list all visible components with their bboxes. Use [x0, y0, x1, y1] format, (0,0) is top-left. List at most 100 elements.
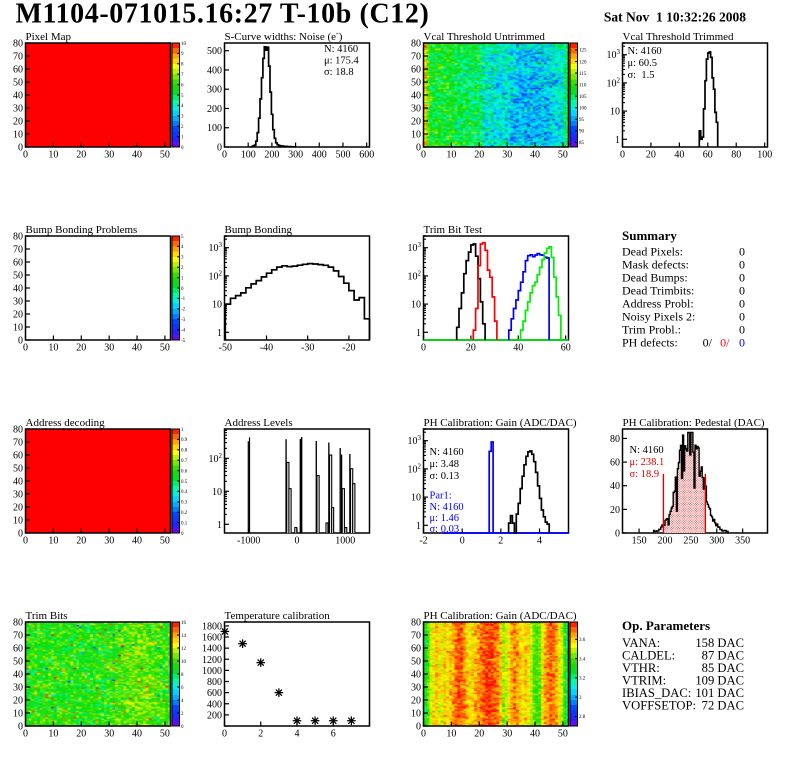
svg-text:0: 0: [18, 143, 23, 154]
svg-text:20: 20: [411, 117, 421, 128]
svg-text:Dead Bumps:: Dead Bumps:: [622, 271, 688, 285]
svg-text:80: 80: [610, 434, 620, 445]
svg-text:70: 70: [13, 438, 23, 449]
svg-text:120: 120: [579, 60, 587, 65]
svg-text:1000: 1000: [202, 666, 222, 677]
svg-text:Mask defects:: Mask defects:: [622, 258, 689, 272]
svg-text:3.2: 3.2: [579, 677, 586, 682]
svg-text:Trim Probl.:: Trim Probl.:: [622, 323, 681, 337]
svg-text:80: 80: [13, 39, 23, 50]
svg-text:50: 50: [411, 657, 421, 668]
svg-text:1: 1: [181, 428, 184, 433]
svg-text:0: 0: [23, 536, 28, 547]
svg-text:50: 50: [558, 150, 568, 161]
svg-text:0: 0: [23, 343, 28, 354]
svg-text:103: 103: [607, 48, 621, 61]
svg-text:-20: -20: [342, 343, 355, 354]
svg-text:0: 0: [181, 725, 184, 730]
svg-text:60: 60: [610, 458, 620, 469]
svg-text:1600: 1600: [202, 633, 222, 644]
svg-text:10: 10: [48, 729, 58, 740]
svg-text:1: 1: [615, 135, 620, 146]
svg-text:0: 0: [739, 271, 745, 285]
svg-text:PH defects:: PH defects:: [622, 336, 678, 350]
svg-text:16: 16: [181, 621, 187, 626]
svg-text:-1: -1: [181, 297, 186, 302]
svg-text:100: 100: [579, 107, 587, 112]
svg-text:0/: 0/: [720, 336, 730, 350]
svg-text:2: 2: [181, 266, 184, 271]
svg-text:Address Levels: Address Levels: [225, 417, 293, 429]
svg-text:10: 10: [13, 709, 23, 720]
svg-text:10: 10: [411, 300, 421, 311]
svg-text:2.8: 2.8: [579, 715, 586, 720]
svg-text:0.1: 0.1: [181, 521, 188, 526]
svg-text:0: 0: [421, 729, 426, 740]
svg-text:100: 100: [207, 123, 222, 134]
svg-text:σ: 0.03: σ: 0.03: [430, 524, 460, 535]
svg-text:0: 0: [739, 310, 745, 324]
svg-text:-4: -4: [181, 328, 186, 333]
svg-text:N: 4160: N: 4160: [430, 502, 464, 513]
svg-text:0: 0: [181, 532, 184, 537]
svg-text:109 DAC: 109 DAC: [695, 674, 744, 688]
svg-text:115: 115: [579, 72, 587, 77]
svg-text:102: 102: [408, 462, 422, 475]
svg-text:0: 0: [739, 323, 745, 337]
svg-text:0: 0: [18, 722, 23, 733]
svg-text:0: 0: [222, 729, 227, 740]
svg-text:Temperature calibration: Temperature calibration: [225, 610, 331, 622]
svg-text:Address decoding: Address decoding: [26, 417, 106, 429]
svg-text:3: 3: [181, 115, 184, 120]
svg-text:10: 10: [13, 516, 23, 527]
svg-text:20: 20: [646, 150, 656, 161]
svg-text:0/: 0/: [703, 336, 713, 350]
svg-text:20: 20: [474, 729, 484, 740]
svg-text:4: 4: [295, 729, 300, 740]
svg-text:50: 50: [160, 729, 170, 740]
svg-text:PH Calibration: Gain (ADC/DAC): PH Calibration: Gain (ADC/DAC): [424, 610, 577, 622]
svg-text:103: 103: [408, 434, 422, 447]
svg-text:10: 10: [13, 130, 23, 141]
svg-text:0.9: 0.9: [181, 438, 188, 443]
svg-text:0.6: 0.6: [181, 469, 188, 474]
svg-text:30: 30: [13, 104, 23, 115]
svg-text:350: 350: [735, 536, 750, 547]
svg-text:0: 0: [739, 336, 745, 350]
svg-text:Dead Pixels:: Dead Pixels:: [622, 245, 683, 259]
svg-text:40: 40: [132, 729, 142, 740]
svg-text:CALDEL:: CALDEL:: [622, 649, 675, 663]
svg-text:250: 250: [683, 536, 698, 547]
svg-text:0: 0: [181, 146, 184, 151]
svg-text:2: 2: [498, 536, 503, 547]
svg-text:-3: -3: [181, 318, 186, 323]
svg-text:80: 80: [411, 618, 421, 629]
svg-text:0: 0: [739, 245, 745, 259]
svg-text:0: 0: [217, 143, 222, 154]
svg-text:30: 30: [104, 729, 114, 740]
svg-text:0: 0: [295, 536, 300, 547]
svg-text:9: 9: [181, 52, 184, 57]
svg-text:σ: 0.13: σ: 0.13: [430, 471, 460, 482]
svg-text:40: 40: [674, 150, 684, 161]
svg-text:20: 20: [13, 696, 23, 707]
svg-text:0: 0: [739, 258, 745, 272]
svg-text:6: 6: [181, 686, 184, 691]
svg-text:0.5: 0.5: [181, 480, 188, 485]
svg-text:60: 60: [703, 150, 713, 161]
svg-text:Bump Bonding Problems: Bump Bonding Problems: [26, 224, 138, 236]
svg-text:110: 110: [579, 83, 587, 88]
svg-text:Dead Trimbits:: Dead Trimbits:: [622, 284, 694, 298]
svg-text:-2: -2: [419, 536, 427, 547]
svg-text:70: 70: [411, 52, 421, 63]
svg-text:50: 50: [160, 343, 170, 354]
svg-text:1: 1: [416, 521, 421, 532]
svg-text:101 DAC: 101 DAC: [695, 686, 744, 700]
svg-text:200: 200: [207, 710, 222, 721]
svg-text:400: 400: [207, 699, 222, 710]
svg-text:70: 70: [13, 245, 23, 256]
svg-text:-5: -5: [181, 339, 186, 344]
svg-text:VOFFSETOP:: VOFFSETOP:: [622, 699, 696, 713]
svg-text:40: 40: [411, 91, 421, 102]
svg-text:40: 40: [132, 150, 142, 161]
